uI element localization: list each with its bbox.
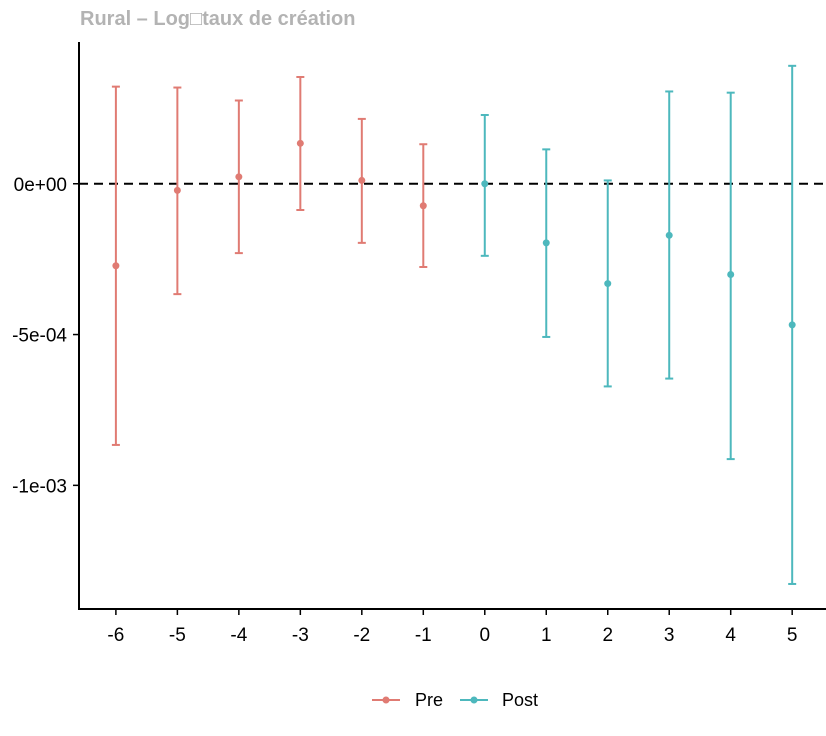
legend-item-pre: Pre (372, 690, 443, 710)
x-tick-label: 3 (664, 625, 675, 646)
x-tick-label: -3 (292, 625, 309, 646)
point-estimate (604, 280, 612, 288)
y-tick-label: 0e+00 (14, 175, 67, 196)
x-tick-label: 1 (541, 625, 552, 646)
series-post (480, 64, 797, 585)
point-estimate (173, 186, 181, 194)
x-tick-label: -6 (107, 625, 124, 646)
point-estimate (235, 173, 243, 181)
point-estimate (542, 239, 550, 247)
legend-label: Pre (415, 690, 443, 710)
point-estimate (358, 176, 366, 184)
axes-layer (78, 42, 826, 610)
x-tick-label: -5 (169, 625, 186, 646)
point-estimate (665, 231, 673, 239)
legend-swatch-point (382, 696, 390, 704)
series-layer (111, 64, 797, 585)
legend-item-post: Post (460, 690, 538, 710)
point-estimate (481, 180, 489, 188)
x-tick-label: 2 (602, 625, 613, 646)
x-tick-label: -4 (230, 625, 247, 646)
series-pre (111, 75, 428, 446)
x-tick-label: 4 (725, 625, 736, 646)
x-tick-label: -2 (353, 625, 370, 646)
point-estimate (296, 139, 304, 147)
y-tick-label: -5e-04 (12, 326, 67, 347)
chart-title: Rural – Log□taux de création (80, 8, 355, 30)
legend-label: Post (502, 690, 538, 710)
point-estimate (788, 321, 796, 329)
x-tick-label: -1 (415, 625, 432, 646)
legend: Pre Post (372, 690, 538, 710)
x-tick-label: 0 (479, 625, 490, 646)
y-tick-label: -1e-03 (12, 476, 67, 497)
legend-swatch-point (470, 696, 478, 704)
point-estimate (112, 262, 120, 270)
point-estimate (727, 271, 735, 279)
point-estimate (419, 202, 427, 210)
x-axis-ticks: -6 -5 -4 -3 -2 -1 0 1 2 3 4 5 (107, 609, 797, 646)
y-axis-ticks: 0e+00 -5e-04 -1e-03 (12, 175, 79, 497)
x-tick-label: 5 (787, 625, 798, 646)
